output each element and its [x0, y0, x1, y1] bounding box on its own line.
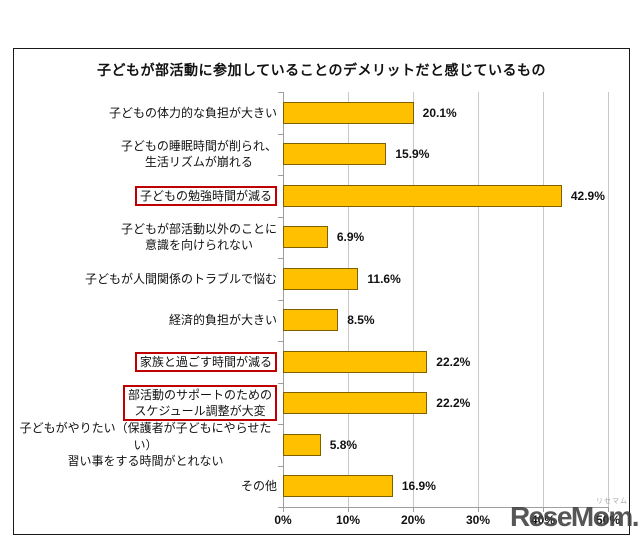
category-label-row: 子どもの勉強時間が減る	[14, 175, 277, 217]
category-axis-tick	[278, 216, 283, 218]
category-label-highlighted: 部活動のサポートのための スケジュール調整が大変	[122, 385, 277, 422]
x-axis-line	[278, 507, 608, 508]
category-label-highlighted: 家族と過ごす時間が減る	[134, 351, 277, 372]
value-label: 15.9%	[395, 147, 430, 162]
bar	[283, 101, 414, 124]
bar	[283, 309, 339, 332]
chart-frame	[13, 48, 630, 535]
bar	[283, 267, 359, 290]
category-label: 経済的負担が大きい	[168, 313, 277, 328]
x-axis-tick	[608, 507, 609, 512]
x-tick-label: 10%	[335, 513, 361, 527]
gridline	[348, 92, 349, 507]
category-label-row: 経済的負担が大きい	[14, 300, 277, 342]
value-label: 20.1%	[422, 105, 457, 120]
watermark-logo-text: ReseMom.	[509, 501, 640, 532]
gridline	[608, 92, 609, 507]
bar	[283, 143, 387, 166]
value-label: 22.2%	[436, 396, 471, 411]
category-axis-tick	[278, 299, 283, 301]
x-axis-tick	[413, 507, 414, 512]
category-label: 子どもが部活動以外のことに 意識を向けられない	[120, 222, 277, 253]
bar	[283, 226, 328, 249]
category-label: 子どもの睡眠時間が削られ、 生活リズムが崩れる	[120, 139, 277, 170]
x-tick-label: 30%	[465, 513, 491, 527]
category-label: 子どもが人間関係のトラブルで悩む	[84, 271, 277, 286]
category-axis-tick	[278, 92, 283, 93]
category-label-row: 子どもの体力的な負担が大きい	[14, 92, 277, 134]
bar	[283, 392, 428, 415]
x-tick-label: 40%	[530, 513, 556, 527]
x-axis-tick	[543, 507, 544, 512]
value-label: 8.5%	[347, 313, 375, 328]
x-tick-label: 0%	[274, 513, 292, 527]
category-label-row: 子どもが人間関係のトラブルで悩む	[14, 258, 277, 300]
chart-title: 子どもが部活動に参加していることのデメリットだと感じているもの	[97, 62, 546, 78]
category-label-row: 部活動のサポートのための スケジュール調整が大変	[14, 383, 277, 425]
resemom-watermark: リセマム ReseMom.	[509, 498, 640, 533]
bar	[283, 475, 393, 498]
category-axis-tick	[278, 507, 283, 508]
category-label: その他	[240, 479, 277, 494]
watermark-ruby-text: リセマム	[596, 498, 628, 505]
category-label-row: 子どもがやりたい（保護者が子どもにやらせたい） 習い事をする時間がとれない	[14, 421, 277, 467]
value-label: 5.8%	[329, 437, 358, 452]
x-tick-label: 20%	[400, 513, 426, 527]
category-label-highlighted: 子どもの勉強時間が減る	[134, 185, 277, 206]
category-axis-tick	[278, 382, 283, 384]
category-label-row: 子どもが部活動以外のことに 意識を向けられない	[14, 217, 277, 259]
category-label-row: 子どもの睡眠時間が削られ、 生活リズムが崩れる	[14, 134, 277, 176]
category-axis-tick	[278, 341, 283, 342]
category-axis-tick	[278, 424, 283, 425]
category-axis-tick	[278, 175, 283, 176]
value-label: 6.9%	[336, 230, 365, 245]
value-label: 16.9%	[401, 479, 436, 494]
category-axis-line	[283, 92, 284, 507]
category-axis-tick	[278, 465, 283, 467]
x-axis-tick	[478, 507, 479, 512]
gridline	[478, 92, 479, 507]
category-label-row: 家族と過ごす時間が減る	[14, 341, 277, 383]
category-axis-tick	[278, 258, 283, 259]
bar	[283, 433, 321, 456]
gridline	[413, 92, 414, 507]
value-label: 42.9%	[570, 188, 605, 203]
category-label: 子どもがやりたい（保護者が子どもにやらせたい） 習い事をする時間がとれない	[19, 421, 272, 468]
gridline	[543, 92, 544, 507]
x-tick-label: 50%	[595, 513, 621, 527]
category-axis-tick	[278, 133, 283, 135]
value-label: 22.2%	[436, 354, 471, 369]
bar	[283, 350, 428, 373]
category-label-row: その他	[14, 466, 277, 508]
category-label: 子どもの体力的な負担が大きい	[108, 105, 277, 120]
value-label: 11.6%	[367, 271, 401, 286]
bar	[283, 184, 562, 207]
x-axis-tick	[348, 507, 349, 512]
x-axis-tick	[283, 507, 284, 512]
